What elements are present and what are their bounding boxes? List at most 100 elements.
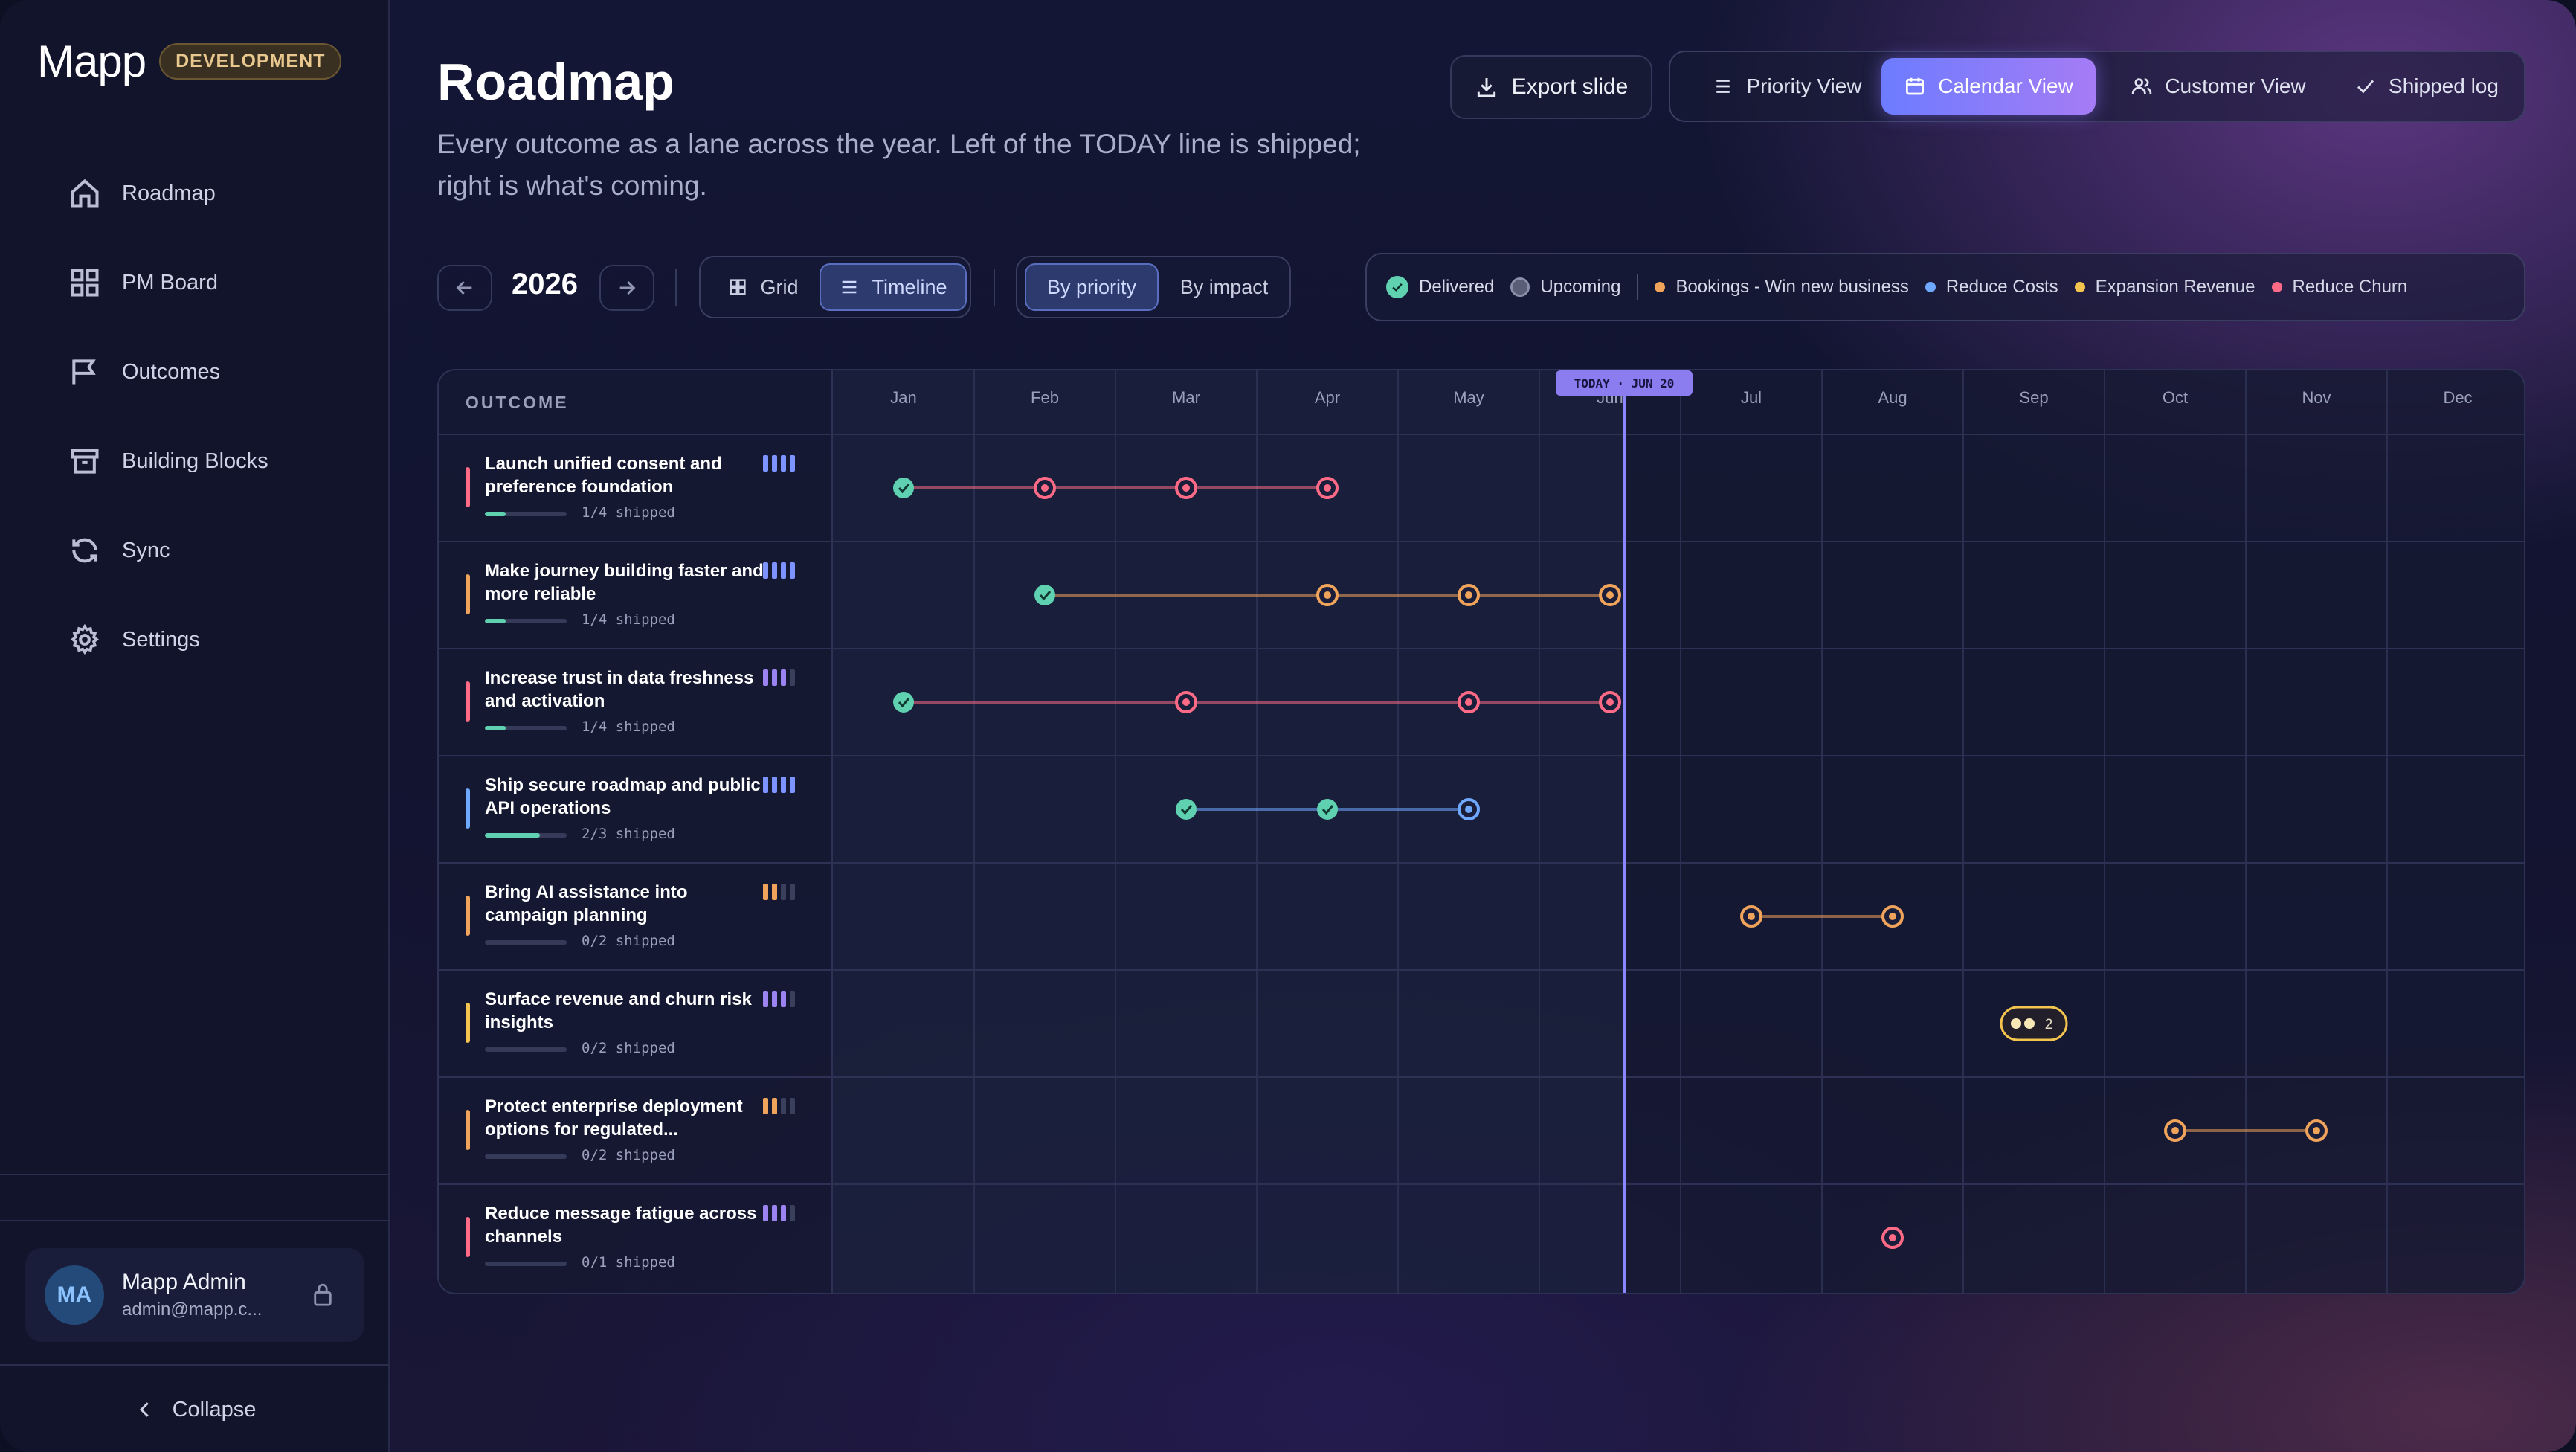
check-icon (1180, 805, 1193, 815)
upcoming-milestone (1740, 905, 1762, 928)
sync-icon (72, 538, 97, 563)
users-icon (2132, 78, 2152, 94)
avatar: MA (45, 1265, 104, 1325)
priority-bar (790, 1098, 795, 1114)
outcome-title: Surface revenue and churn risk insights (485, 989, 752, 1032)
customer-view-tab[interactable]: Customer View (2110, 58, 2326, 115)
sidebar-item-label: Roadmap (122, 181, 216, 205)
tab-label: Customer View (2165, 74, 2306, 97)
sidebar-item-label: Building Blocks (122, 449, 268, 473)
collapse-button[interactable]: Collapse (0, 1384, 390, 1436)
sidebar-item-outcomes[interactable]: Outcomes (0, 327, 390, 417)
goal-color-bar (466, 1217, 470, 1257)
priority-bar (772, 669, 777, 686)
outcome-row[interactable]: Bring AI assistance into campaign planni… (439, 863, 833, 970)
outcome-title: Increase trust in data freshness and act… (485, 668, 754, 711)
tab-label: Priority View (1746, 74, 1862, 97)
sidebar-item-settings[interactable]: Settings (0, 595, 390, 684)
outcome-title: Launch unified consent and preference fo… (485, 454, 722, 497)
sort-by-impact-button[interactable]: By impact (1179, 275, 1269, 298)
milestone-dot (1182, 698, 1190, 706)
outcome-title: Make journey building faster and more re… (485, 561, 764, 604)
priority-bar (772, 455, 777, 472)
check-icon (1039, 591, 1052, 601)
prev-year-button[interactable] (437, 265, 492, 311)
outcome-row[interactable]: Protect enterprise deployment options fo… (439, 1077, 833, 1184)
sidebar-divider (0, 1174, 390, 1175)
today-label: TODAY · JUN 20 (1574, 376, 1675, 391)
grid-layout-button[interactable]: Grid (708, 263, 818, 311)
delivered-milestone (1317, 799, 1338, 820)
outcome-title: Protect enterprise deployment options fo… (485, 1096, 743, 1140)
check-circle-icon (893, 692, 914, 713)
sidebar-item-pm-board[interactable]: PM Board (0, 238, 390, 327)
milestone-dot (1465, 591, 1472, 599)
shipped-progress-bar (485, 726, 567, 730)
gear-icon (70, 623, 99, 655)
outcome-row[interactable]: Ship secure roadmap and public API opera… (439, 756, 833, 863)
shipped-count: 0/2 shipped (582, 1040, 675, 1056)
upcoming-milestone (1881, 905, 1904, 928)
legend-goal-reduce-churn: Reduce Churn (2271, 277, 2407, 298)
priority-bars-icon (763, 562, 799, 579)
priority-bars-icon (763, 884, 799, 900)
logo[interactable]: Mapp DEVELOPMENT (37, 36, 342, 87)
sidebar-item-roadmap[interactable]: Roadmap (0, 149, 390, 238)
lock-icon[interactable] (311, 1281, 335, 1308)
month-label: Sep (2019, 388, 2048, 407)
archive-icon (71, 449, 99, 474)
sort-by-priority-button[interactable]: By priority (1025, 263, 1159, 311)
legend-label: Bookings - Win new business (1675, 277, 1909, 297)
milestone-dot (1041, 484, 1049, 492)
grid-layout-label: Grid (760, 275, 799, 298)
shipped-area (833, 370, 1624, 1293)
goal-dot-icon (2074, 282, 2085, 292)
priority-bar (790, 777, 795, 793)
month-label: Apr (1315, 388, 1340, 407)
priority-bar (781, 991, 786, 1007)
upcoming-milestone (1458, 584, 1480, 606)
calendar-view-tab[interactable]: Calendar View (1881, 58, 2096, 115)
next-year-button[interactable] (599, 265, 654, 311)
priority-bar (781, 669, 786, 686)
goal-color-bar (466, 681, 470, 722)
priority-bar (763, 777, 768, 793)
sidebar-item-label: Settings (122, 627, 200, 652)
cluster-dot (2011, 1018, 2021, 1029)
timeline-canvas: Jan Feb Mar Apr May Jun Jul Aug Sep Oct Nov Dec2TOD… (439, 370, 2524, 1293)
priority-bar (763, 991, 768, 1007)
calendar-icon (1906, 77, 1925, 95)
upcoming-milestone (1175, 477, 1197, 499)
check-icon (898, 698, 910, 708)
priority-bar (790, 884, 795, 900)
sidebar-item-sync[interactable]: Sync (0, 506, 390, 595)
shipped-log-tab[interactable]: Shipped log (2334, 58, 2519, 115)
upcoming-milestone (1316, 584, 1339, 606)
legend-separator (1637, 274, 1639, 300)
progress-fill (485, 833, 540, 838)
check-circle-icon (893, 478, 914, 498)
timeline-layout-button[interactable]: Timeline (820, 263, 967, 311)
milestone-dot (2171, 1127, 2179, 1134)
outcome-row[interactable]: Increase trust in data freshness and act… (439, 649, 833, 756)
outcome-row[interactable]: Reduce message fatigue across channels 0/… (439, 1184, 833, 1291)
milestone-cluster: 2 (2000, 1006, 2068, 1041)
sidebar-item-building-blocks[interactable]: Building Blocks (0, 417, 390, 506)
export-slide-button[interactable]: Export slide (1450, 55, 1652, 119)
upcoming-milestone (1458, 798, 1480, 820)
month-label: Mar (1172, 388, 1200, 407)
upcoming-milestone (1034, 477, 1056, 499)
progress-fill (485, 619, 506, 623)
legend: Delivered Upcoming Bookings - Win new bu… (1365, 253, 2525, 321)
outcome-row[interactable]: Surface revenue and churn risk insights 0… (439, 970, 833, 1077)
priority-bar (772, 1098, 777, 1114)
month-label: Jan (890, 388, 916, 407)
tab-label: Calendar View (1938, 74, 2073, 97)
shipped-count: 0/2 shipped (582, 1147, 675, 1163)
logo-text: Mapp (37, 36, 146, 86)
priority-view-tab[interactable]: Priority View (1679, 58, 1895, 115)
outcome-row[interactable]: Make journey building faster and more re… (439, 542, 833, 649)
arrow-left-icon (456, 280, 472, 295)
user-card[interactable]: MA Mapp Admin admin@mapp.c... (25, 1248, 364, 1342)
outcome-row[interactable]: Launch unified consent and preference fo… (439, 434, 833, 542)
